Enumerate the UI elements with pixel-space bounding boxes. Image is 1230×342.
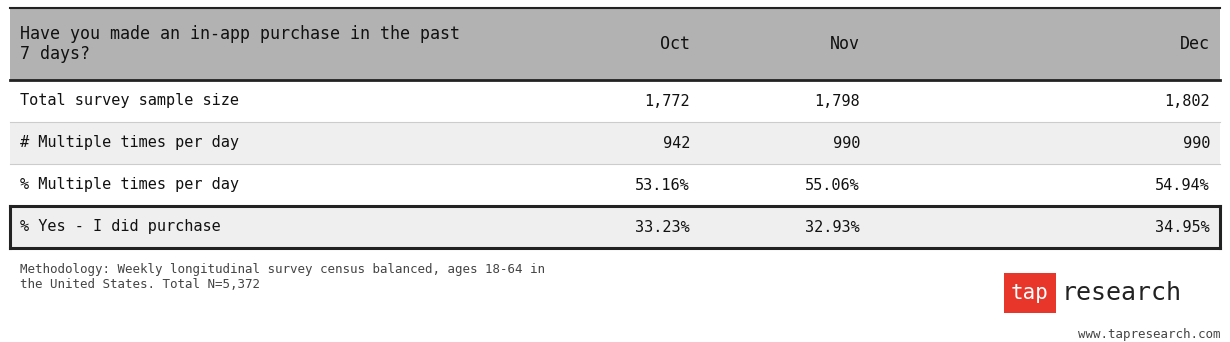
Text: research: research xyxy=(1061,281,1182,305)
Text: Nov: Nov xyxy=(830,35,860,53)
Text: # Multiple times per day: # Multiple times per day xyxy=(20,135,239,150)
Text: 33.23%: 33.23% xyxy=(635,220,690,235)
Text: www.tapresearch.com: www.tapresearch.com xyxy=(1077,328,1220,341)
Text: 942: 942 xyxy=(663,135,690,150)
Text: 990: 990 xyxy=(833,135,860,150)
Text: 32.93%: 32.93% xyxy=(806,220,860,235)
Text: 1,772: 1,772 xyxy=(645,93,690,108)
Text: % Multiple times per day: % Multiple times per day xyxy=(20,177,239,193)
Text: 1,802: 1,802 xyxy=(1165,93,1210,108)
Text: % Yes - I did purchase: % Yes - I did purchase xyxy=(20,220,220,235)
Text: 1,798: 1,798 xyxy=(814,93,860,108)
Text: 990: 990 xyxy=(1182,135,1210,150)
Bar xyxy=(10,164,1220,206)
Bar xyxy=(10,206,1220,248)
Bar xyxy=(10,122,1220,164)
Text: 55.06%: 55.06% xyxy=(806,177,860,193)
Bar xyxy=(10,80,1220,122)
Text: Methodology: Weekly longitudinal survey census balanced, ages 18-64 in
the Unite: Methodology: Weekly longitudinal survey … xyxy=(20,263,545,291)
Text: Dec: Dec xyxy=(1180,35,1210,53)
Text: Total survey sample size: Total survey sample size xyxy=(20,93,239,108)
Text: Oct: Oct xyxy=(661,35,690,53)
Text: 53.16%: 53.16% xyxy=(635,177,690,193)
Text: 54.94%: 54.94% xyxy=(1155,177,1210,193)
Text: tap: tap xyxy=(1011,283,1049,303)
Text: 34.95%: 34.95% xyxy=(1155,220,1210,235)
Bar xyxy=(1004,273,1057,313)
Text: Have you made an in-app purchase in the past
7 days?: Have you made an in-app purchase in the … xyxy=(20,25,460,63)
Bar xyxy=(10,8,1220,80)
